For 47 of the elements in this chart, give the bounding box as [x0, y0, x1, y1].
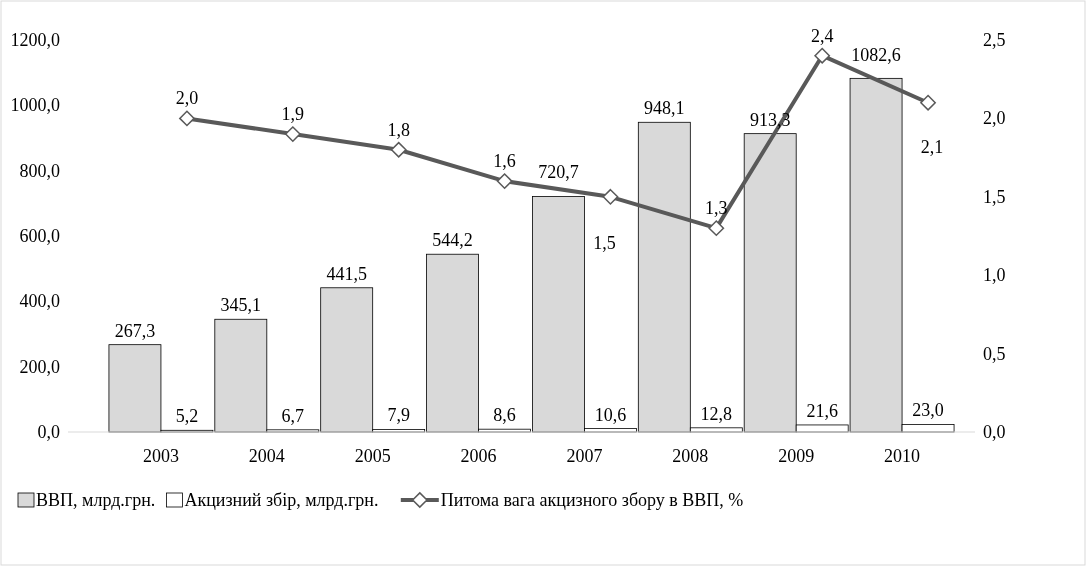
data-label: 5,2 — [175, 406, 199, 427]
data-label: 8,6 — [493, 405, 516, 426]
y-tick-label: 200,0 — [19, 356, 60, 377]
data-label: 12,8 — [700, 403, 733, 424]
data-label: 23,0 — [912, 400, 944, 421]
data-label: 1,3 — [705, 198, 728, 219]
y2-tick-label: 0,5 — [983, 343, 1006, 364]
data-label: 1,6 — [493, 151, 516, 172]
x-tick-label: 2009 — [778, 446, 815, 466]
data-label: 948,1 — [644, 98, 685, 119]
y2-tick-label: 2,0 — [983, 108, 1006, 129]
x-tick-label: 2005 — [354, 446, 391, 466]
data-label: 2,1 — [920, 136, 944, 157]
data-label: 544,2 — [432, 230, 473, 251]
y2-tick-label: 1,5 — [983, 186, 1006, 207]
data-label: 21,6 — [806, 400, 838, 421]
y-tick-label: 1000,0 — [10, 95, 60, 116]
x-tick-label: 2003 — [142, 446, 179, 466]
data-label: 1,8 — [387, 119, 410, 140]
y-tick-label: 1200,0 — [10, 30, 60, 50]
y-tick-label: 400,0 — [19, 291, 60, 312]
y2-tick-label: 0,0 — [983, 422, 1006, 442]
x-tick-label: 2008 — [672, 446, 709, 466]
y2-tick-label: 1,0 — [983, 265, 1006, 286]
data-label: 267,3 — [114, 320, 156, 341]
y-tick-label: 0,0 — [37, 422, 60, 442]
legend-label: ВВП, млрд.грн. — [36, 490, 156, 510]
x-tick-label: 2006 — [460, 446, 497, 466]
y-tick-label: 600,0 — [19, 226, 60, 246]
y-tick-label: 800,0 — [19, 160, 60, 181]
y2-tick-label: 2,5 — [983, 30, 1006, 50]
x-tick-label: 2004 — [248, 446, 285, 466]
x-tick-label: 2007 — [566, 446, 603, 466]
legend-label: Акцизний збір, млрд.грн. — [184, 490, 379, 510]
data-label: 1,9 — [281, 104, 305, 125]
data-label: 2,4 — [810, 25, 834, 46]
data-label: 2,0 — [175, 88, 199, 109]
data-label: 1082,6 — [851, 44, 901, 65]
data-label: 345,1 — [220, 295, 262, 316]
data-label: 720,7 — [538, 161, 579, 182]
data-label: 7,9 — [387, 405, 410, 426]
x-tick-label: 2010 — [884, 446, 921, 466]
data-label: 1,5 — [593, 232, 616, 253]
data-label: 6,7 — [281, 405, 305, 426]
data-label: 10,6 — [594, 404, 627, 425]
legend-label: Питома вага акцизного збору в ВВП, % — [440, 490, 744, 510]
data-label: 441,5 — [326, 263, 367, 284]
